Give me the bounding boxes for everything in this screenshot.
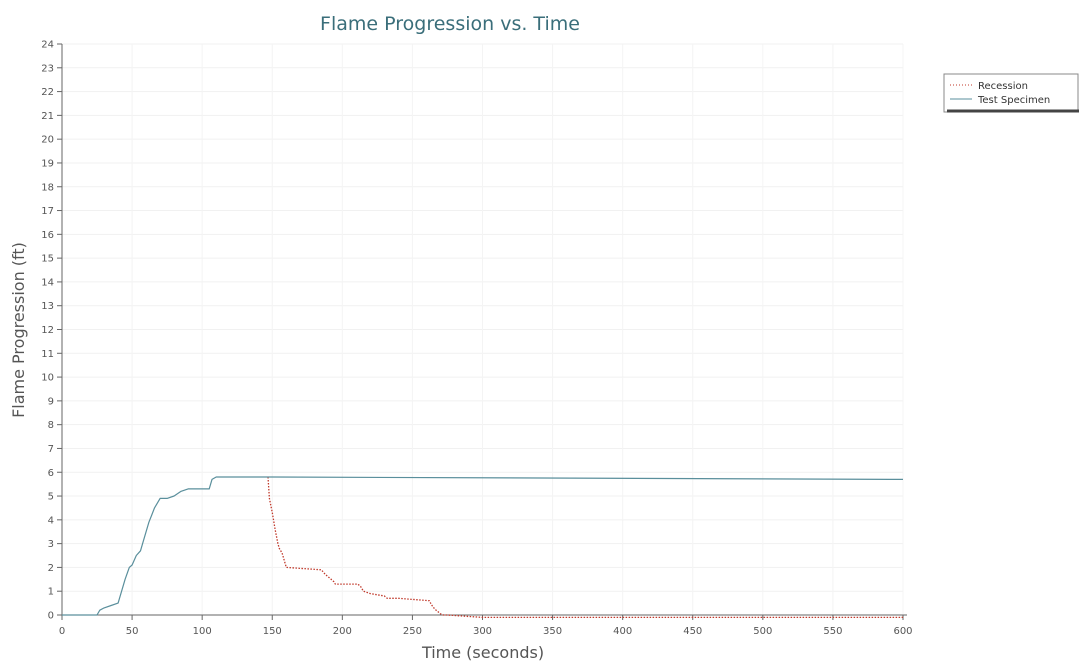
x-tick-label: 550: [823, 626, 842, 637]
series-layer: [62, 476, 904, 619]
y-axis-title: Flame Progression (ft): [9, 242, 28, 418]
x-axis-title: Time (seconds): [421, 643, 544, 662]
y-tick-label: 3: [48, 539, 54, 550]
y-tick-label: 5: [48, 492, 54, 503]
series-line-recession: [267, 476, 903, 619]
y-tick-label: 23: [41, 63, 54, 74]
legend-label-test-specimen: Test Specimen: [977, 95, 1050, 106]
y-tick-label: 11: [41, 349, 54, 360]
y-tick-label: 16: [41, 230, 54, 241]
y-tick-label: 1: [48, 587, 54, 598]
x-tick-label: 600: [893, 626, 912, 637]
y-tick-label: 10: [41, 373, 54, 384]
x-tick-label: 200: [333, 626, 352, 637]
y-tick-label: 4: [48, 515, 54, 526]
y-tick-label: 20: [41, 135, 54, 146]
x-tick-label: 0: [59, 626, 65, 637]
y-tick-label: 2: [48, 563, 54, 574]
y-tick-label: 15: [41, 254, 54, 265]
y-tick-label: 12: [41, 325, 54, 336]
legend: Recession Test Specimen: [943, 73, 1079, 113]
legend-box: [943, 73, 1079, 113]
axes-layer: 0123456789101112131415161718192021222324…: [41, 40, 912, 638]
y-tick-label: 0: [48, 611, 54, 622]
y-tick-label: 9: [48, 396, 54, 407]
y-tick-label: 18: [41, 182, 54, 193]
x-tick-label: 100: [193, 626, 212, 637]
y-tick-label: 6: [48, 468, 54, 479]
x-tick-label: 300: [473, 626, 492, 637]
y-tick-label: 13: [41, 301, 54, 312]
x-tick-label: 450: [683, 626, 702, 637]
y-tick-label: 24: [41, 40, 54, 51]
y-tick-label: 21: [41, 111, 54, 122]
y-tick-label: 8: [48, 420, 54, 431]
x-tick-label: 50: [126, 626, 139, 637]
x-tick-label: 150: [263, 626, 282, 637]
y-tick-label: 14: [41, 277, 54, 288]
y-tick-label: 7: [48, 444, 54, 455]
y-tick-label: 22: [41, 87, 54, 98]
x-tick-label: 250: [403, 626, 422, 637]
x-tick-label: 400: [613, 626, 632, 637]
x-tick-label: 500: [753, 626, 772, 637]
y-tick-label: 17: [41, 206, 54, 217]
series-line-test-specimen: [62, 476, 904, 616]
y-tick-label: 19: [41, 158, 54, 169]
chart-title: Flame Progression vs. Time: [320, 13, 580, 35]
x-tick-label: 350: [543, 626, 562, 637]
legend-label-recession: Recession: [978, 81, 1028, 92]
grid-layer: [62, 43, 904, 615]
